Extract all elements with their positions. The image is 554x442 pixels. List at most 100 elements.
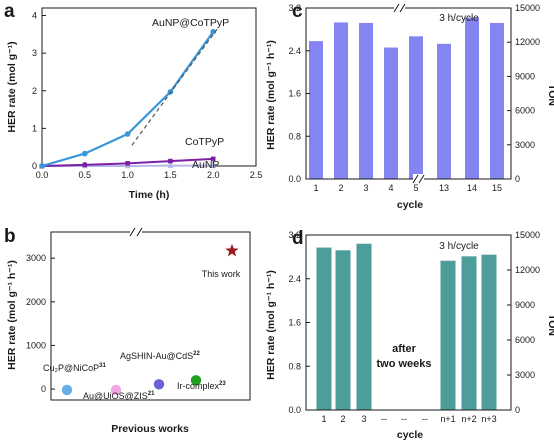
point-label-cu2p-text: Cu₂P@NiCoP — [43, 363, 99, 373]
c-xtick-label: 4 — [388, 183, 393, 193]
point-label-ir-complex-ref: 23 — [219, 381, 226, 387]
b-ytick-label: 2000 — [26, 297, 46, 307]
a-ytick-label: 0 — [32, 161, 37, 171]
a-xtick-label: 1.5 — [164, 170, 177, 180]
panel-d-ticks: 1 2 3 -- -- -- n+1 n+2 n+3 0.0 0.8 1.6 2.4 3.2 0 3000 60… — [288, 230, 540, 424]
c-bar — [359, 22, 373, 180]
panel-c-label: c — [292, 1, 303, 22]
point-label-au-uios-zis-text: Au@UiOS@ZIS — [83, 391, 148, 401]
d-ytick-right-label: 12000 — [515, 265, 540, 275]
panel-a-label: a — [4, 1, 15, 22]
c-ytick-label: 1.6 — [288, 89, 301, 99]
a-ytick-label: 1 — [32, 123, 37, 133]
d-ytick-label: 2.4 — [288, 274, 301, 284]
c-ytick-label: 0.8 — [288, 131, 301, 141]
a-point-aunp — [210, 162, 217, 168]
c-xtick-label: 3 — [363, 183, 368, 193]
a-point-aunp-cotpyp — [124, 131, 131, 137]
c-bar — [384, 47, 398, 180]
panel-c-ticks: 1 2 3 4 5 13 14 15 0.0 0.8 1.6 2.4 3.2 0 3000 6000 9000 1… — [288, 3, 540, 193]
panel-b-points — [61, 243, 239, 396]
point-label-this-work: This work — [202, 269, 241, 279]
d-ytick-right-label: 15000 — [515, 230, 540, 240]
c-xtick-label: 15 — [492, 183, 502, 193]
panel-a-series — [39, 28, 218, 169]
c-ytick-right-label: 6000 — [515, 106, 535, 116]
d-xtick-label: -- — [422, 414, 428, 424]
a-point-aunp-cotpyp — [210, 28, 216, 35]
d-ytick-right-label: 6000 — [515, 335, 535, 345]
panel-d-xlabel: cycle — [397, 429, 423, 441]
panel-d-gap-label-line2: two weeks — [376, 358, 431, 370]
c-bar — [490, 22, 504, 180]
panel-d-bars — [316, 243, 497, 410]
d-ytick-label: 0.0 — [288, 405, 301, 415]
c-xtick-label: 5 — [413, 183, 418, 193]
d-bar — [481, 254, 497, 410]
b-ytick-label: 3000 — [26, 253, 46, 263]
point-label-ir-complex: Ir-complex23 — [177, 381, 226, 391]
c-xtick-label: 1 — [313, 183, 318, 193]
b-point-1 — [110, 384, 122, 396]
panel-b: b 0 1000 2000 3000 This work Cu₂P@NiCoP31 A… — [4, 226, 251, 435]
panel-c-frame — [305, 7, 512, 180]
a-xtick-label: 1.0 — [121, 170, 134, 180]
panel-c-ylabel: HER rate (mol g⁻¹ h⁻¹) — [265, 40, 277, 150]
c-bar — [437, 43, 451, 179]
panel-a-ylabel: HER rate (mol g⁻¹) — [6, 41, 18, 132]
series-label-cotpyp: CoTPyP — [185, 136, 224, 148]
a-point-cotpyp — [210, 156, 216, 162]
point-label-au-uios-zis-ref: 21 — [148, 391, 155, 397]
panel-d-ylabel: HER rate (mol g⁻¹ h⁻¹) — [265, 270, 277, 380]
c-bar — [334, 22, 348, 179]
panel-b-ylabel: HER rate (mol g⁻¹ h⁻¹) — [6, 260, 18, 370]
d-ytick-label: 1.6 — [288, 318, 301, 328]
panel-b-xlabel: Previous works — [111, 423, 189, 435]
d-ytick-right-label: 9000 — [515, 300, 535, 310]
d-ytick-right-label: 0 — [515, 405, 520, 415]
panel-d-gap-label-line1: after — [392, 343, 417, 355]
panel-c: c 1 2 3 4 5 13 14 15 0.0 0.8 1.6 2.4 3.2 0 3000 6000 900… — [265, 1, 554, 211]
c-ytick-right-label: 15000 — [515, 3, 540, 13]
d-ytick-label: 3.2 — [288, 230, 301, 240]
d-xtick-label: -- — [381, 414, 387, 424]
a-xtick-label: 2.5 — [250, 170, 263, 180]
a-point-aunp-cotpyp — [82, 150, 88, 157]
panel-c-axis-break — [393, 3, 425, 184]
panel-a: a 0.0 0.5 1.0 1.5 2.0 2.5 0 1 2 3 4 AuNP@CoTPyP Co… — [4, 1, 262, 201]
c-xtick-label: 13 — [439, 183, 449, 193]
c-ytick-label: 3.2 — [288, 3, 301, 13]
b-ytick-label: 1000 — [26, 340, 46, 350]
c-ytick-label: 0.0 — [288, 174, 301, 184]
panel-b-frame — [50, 231, 251, 401]
point-label-agshin-ref: 22 — [193, 351, 200, 357]
panel-c-ylabel-right: TON — [546, 84, 554, 106]
a-dashed-fit-line — [131, 28, 218, 146]
a-xtick-label: 2.0 — [207, 170, 220, 180]
point-label-cu2p: Cu₂P@NiCoP31 — [43, 363, 106, 373]
panel-d-frame — [305, 234, 512, 411]
a-point-aunp — [167, 162, 174, 168]
a-point-cotpyp — [125, 161, 130, 166]
b-point-0 — [61, 384, 73, 396]
a-ytick-label: 2 — [32, 86, 37, 96]
c-ytick-right-label: 9000 — [515, 71, 535, 81]
d-xtick-label: -- — [401, 414, 407, 424]
a-point-cotpyp — [168, 158, 173, 164]
c-xtick-label: 2 — [338, 183, 343, 193]
panel-d-ylabel-right: TON — [546, 314, 554, 336]
panel-d-label: d — [292, 228, 304, 249]
c-bar — [465, 17, 479, 180]
point-label-ir-complex-text: Ir-complex — [177, 381, 220, 391]
b-point-3 — [190, 375, 202, 386]
d-xtick-label: n+2 — [461, 414, 476, 424]
b-ytick-label: 0 — [41, 384, 46, 394]
c-bar — [409, 36, 423, 180]
panel-b-axis-break — [129, 227, 143, 237]
c-ytick-right-label: 12000 — [515, 37, 540, 47]
c-xtick-label: 14 — [467, 183, 477, 193]
d-xtick-label: 3 — [361, 414, 366, 424]
d-xtick-label: 2 — [340, 414, 345, 424]
a-xtick-label: 0.5 — [79, 170, 92, 180]
